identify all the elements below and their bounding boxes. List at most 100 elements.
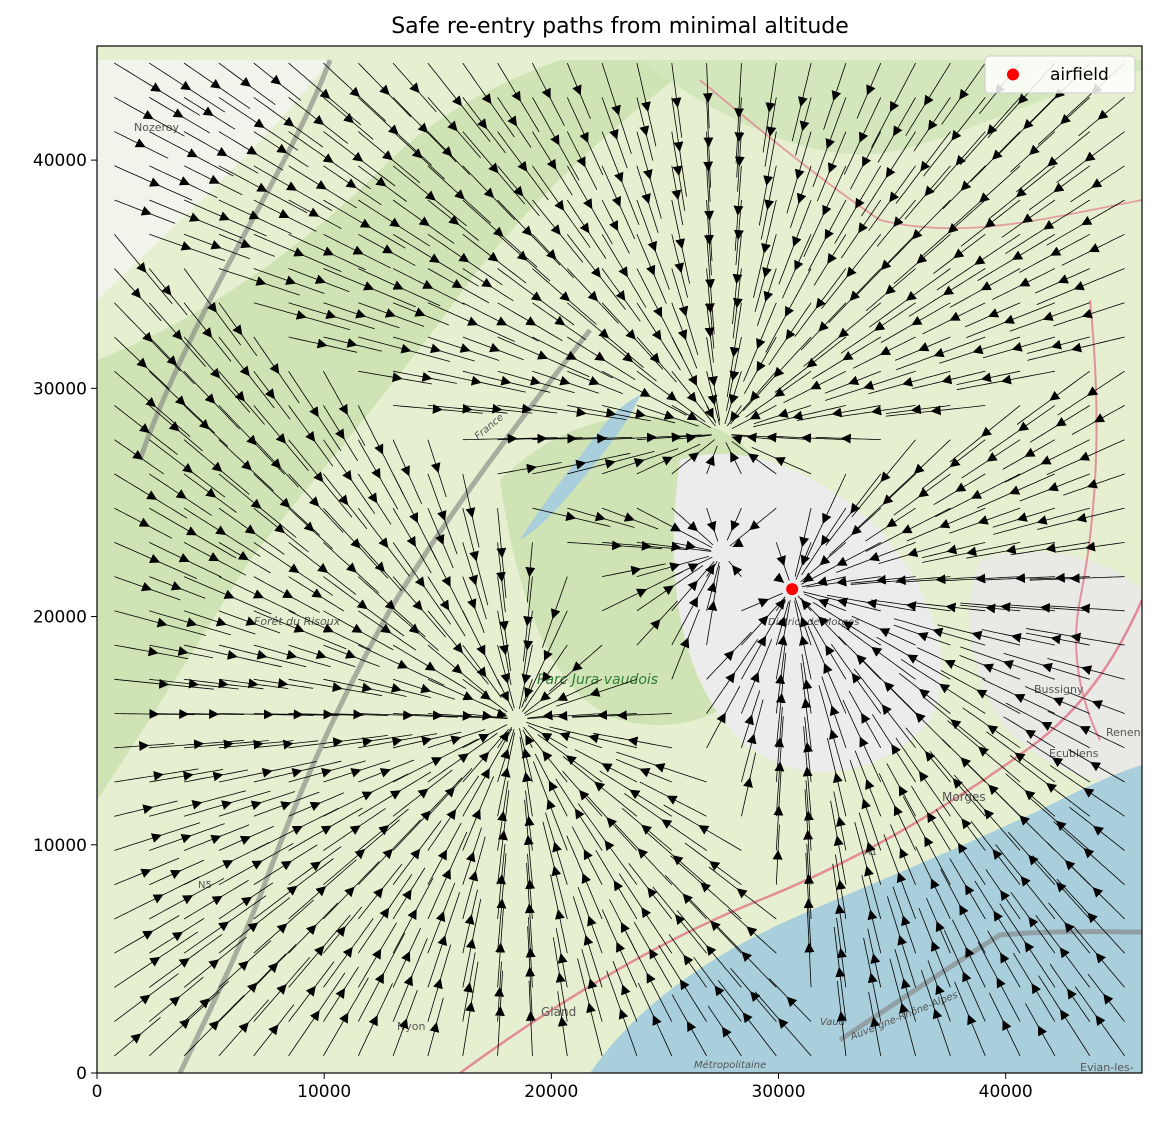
streamline [551, 865, 568, 920]
streamline [622, 296, 641, 322]
streamline [452, 775, 480, 814]
streamline [392, 610, 420, 634]
streamline [427, 62, 463, 107]
streamline [184, 739, 234, 750]
streamline [521, 693, 528, 708]
streamline [149, 931, 184, 954]
streamline [785, 302, 812, 341]
streamline [495, 942, 506, 988]
streamline [392, 97, 429, 134]
streamline [827, 234, 847, 265]
streamline [897, 934, 916, 988]
streamline [668, 933, 687, 959]
streamline [392, 644, 436, 671]
streamline [251, 622, 281, 634]
streamline [253, 233, 305, 257]
streamline [863, 370, 916, 390]
streamline [782, 266, 798, 299]
streamline [474, 836, 486, 876]
streamline [474, 556, 489, 606]
streamline [713, 922, 746, 956]
streamline [879, 628, 916, 646]
map-label-district-morges: District de Morges [768, 617, 859, 628]
streamline [836, 981, 842, 1017]
streamline [462, 870, 479, 920]
streamline [500, 907, 504, 948]
streamline [288, 233, 335, 256]
streamline [288, 131, 334, 164]
map-label-nyon: Nyon [397, 1020, 425, 1033]
streamline [761, 199, 777, 254]
streamline [836, 879, 847, 920]
x-tick-label: 0 [92, 1082, 103, 1102]
streamline [726, 352, 735, 398]
streamline [730, 631, 752, 655]
streamline [524, 815, 535, 851]
streamline [184, 709, 220, 719]
streamline [114, 507, 150, 527]
streamline [497, 463, 537, 475]
streamline [286, 791, 320, 805]
streamline [418, 155, 445, 180]
streamline [144, 743, 175, 747]
streamline [288, 336, 328, 349]
streamline [386, 874, 413, 912]
streamline [731, 416, 755, 429]
streamline [541, 732, 568, 749]
streamline [583, 934, 603, 988]
streamline [506, 697, 514, 711]
streamline [406, 471, 422, 505]
streamline [801, 599, 812, 612]
streamline [571, 516, 611, 527]
streamline [802, 678, 813, 714]
streamline [487, 284, 514, 302]
streamline [581, 949, 592, 984]
streamline [525, 947, 536, 988]
streamline [898, 785, 916, 817]
streamline [114, 804, 154, 817]
streamline [145, 524, 173, 539]
streamline [146, 973, 179, 998]
streamline [114, 234, 147, 273]
streamline [775, 634, 788, 680]
streamline [901, 507, 951, 534]
streamline [794, 597, 804, 622]
streamline [778, 1018, 812, 1057]
streamline [840, 228, 862, 259]
streamline [838, 636, 860, 659]
streamline [778, 770, 782, 811]
streamline [356, 760, 391, 772]
streamline [880, 439, 916, 483]
streamline [358, 131, 393, 161]
streamline [717, 980, 747, 1017]
streamline [344, 501, 368, 530]
streamline [218, 982, 258, 1022]
streamline [525, 966, 536, 1022]
streamline [757, 296, 768, 326]
streamline [871, 107, 893, 148]
streamline [337, 687, 383, 697]
streamline [427, 542, 451, 588]
streamline [329, 629, 371, 650]
streamline [865, 290, 890, 312]
streamline [636, 302, 662, 341]
streamline [636, 432, 682, 443]
streamline [458, 285, 490, 304]
streamline [392, 576, 423, 611]
streamline [147, 587, 181, 601]
streamline [288, 801, 321, 817]
streamline [152, 496, 188, 519]
streamline [556, 693, 595, 707]
streamline [652, 886, 679, 919]
streamline [703, 97, 714, 148]
streamline [886, 763, 902, 790]
streamline [183, 860, 234, 886]
streamline [477, 776, 494, 814]
streamline [227, 790, 271, 805]
streamline [887, 896, 902, 940]
streamline [535, 381, 575, 394]
streamline [494, 1005, 505, 1056]
streamline [627, 736, 672, 749]
streamline [886, 683, 919, 717]
streamline [167, 291, 188, 316]
